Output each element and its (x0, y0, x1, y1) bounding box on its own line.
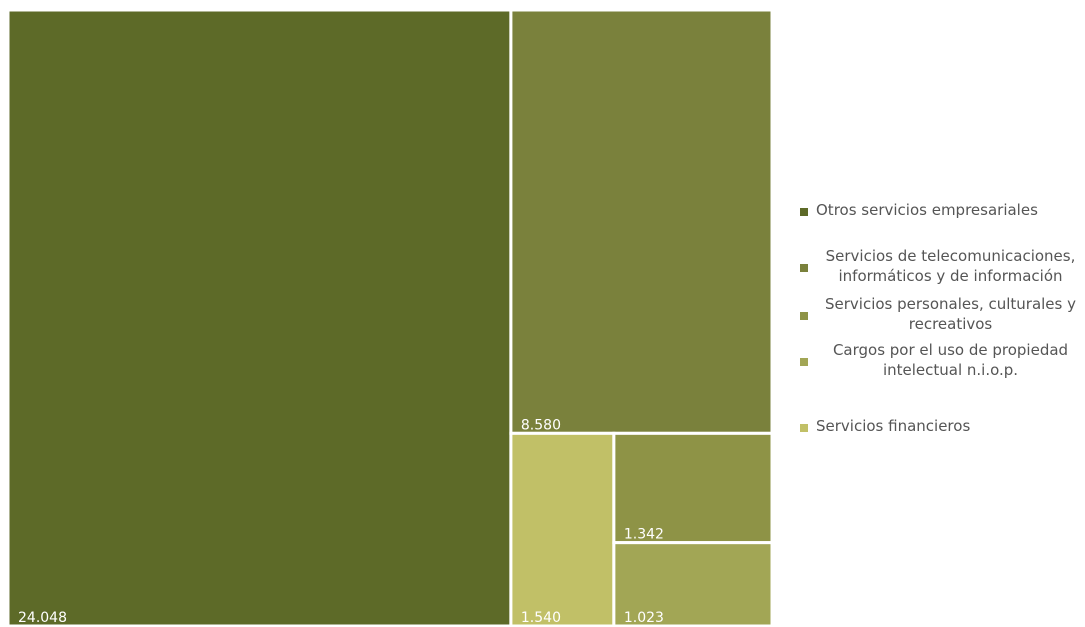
treemap-chart: 24.048 8.580 1.540 1.342 1.023 (6, 8, 774, 627)
legend-label: Cargos por el uso de propiedad intelectu… (832, 341, 1069, 379)
legend-swatch (800, 264, 808, 272)
treemap-value-label-cargos-propiedad: 1.023 (624, 610, 664, 626)
legend-swatch (800, 424, 808, 432)
treemap-value-label-financieros: 1.540 (521, 610, 561, 626)
legend-label: Servicios personales, culturales y recre… (824, 295, 1076, 333)
legend-swatch (800, 208, 808, 216)
treemap-rect-personales-culturales (612, 431, 774, 545)
treemap-value-label-personales-culturales: 1.342 (624, 527, 664, 543)
treemap-value-label-otros-servicios: 24.048 (18, 610, 67, 626)
treemap-cell-cargos-propiedad: 1.023 (612, 541, 774, 627)
treemap-rect-financieros (509, 431, 616, 627)
legend-label: Otros servicios empresariales (816, 201, 1038, 219)
treemap-cell-personales-culturales: 1.342 (612, 431, 774, 545)
legend-swatch (800, 358, 808, 366)
treemap-cell-otros-servicios: 24.048 (6, 8, 513, 627)
legend-label: Servicios de telecomunicaciones, informá… (825, 247, 1076, 285)
treemap-value-label-telecomunicaciones: 8.580 (521, 417, 561, 433)
treemap-cell-financieros: 1.540 (509, 431, 616, 627)
treemap-rect-telecomunicaciones (509, 8, 774, 435)
legend-label: Servicios financieros (816, 417, 971, 435)
treemap-rect-otros-servicios (6, 8, 513, 627)
treemap-rect-cargos-propiedad (612, 541, 774, 627)
treemap-cell-telecomunicaciones: 8.580 (509, 8, 774, 435)
legend-swatch (800, 312, 808, 320)
